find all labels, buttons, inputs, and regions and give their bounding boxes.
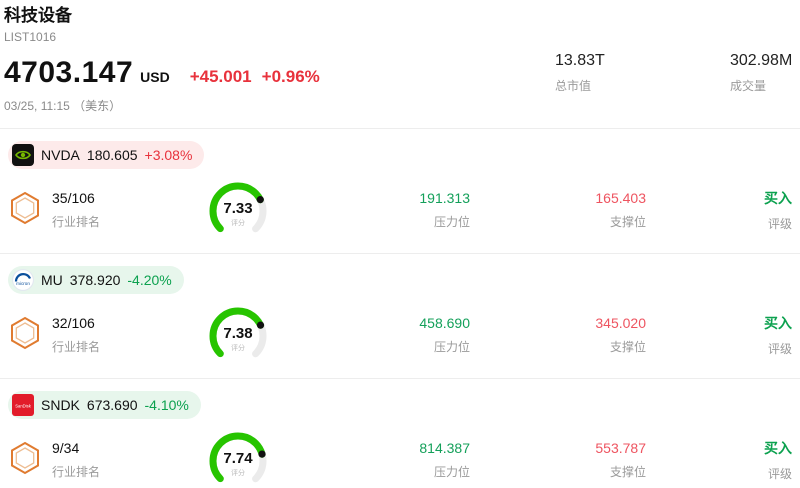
rating-label: 评级	[767, 467, 792, 481]
svg-text:SanDisk: SanDisk	[15, 404, 31, 409]
score-value: 7.74	[223, 450, 253, 467]
volume-label: 成交量	[730, 79, 767, 93]
score-value: 7.33	[223, 200, 253, 217]
rank-label: 行业排名	[52, 215, 101, 229]
volume-stat: 302.98M 成交量	[730, 52, 792, 94]
index-price: 4703.147	[4, 56, 134, 89]
stock-change-percent: +3.08%	[144, 147, 193, 163]
support-value: 553.787	[595, 440, 646, 456]
support-level: 345.020 支撑位	[470, 315, 646, 355]
pressure-label: 压力位	[433, 340, 470, 354]
market-cap-stat: 13.83T 总市值	[555, 52, 605, 94]
volume-value: 302.98M	[730, 52, 793, 69]
rank-badge	[8, 441, 44, 480]
divider	[0, 378, 800, 379]
score-label: 评分	[231, 470, 245, 477]
list-id: LIST1016	[4, 30, 57, 44]
rank-value: 35/106	[52, 190, 95, 206]
stock-row[interactable]: 35/106 行业排名 7.33 评分 191.313 压力位	[8, 171, 792, 253]
support-value: 345.020	[595, 315, 646, 331]
support-value: 165.403	[595, 190, 646, 206]
stock-symbol: SNDK	[41, 397, 80, 413]
support-level: 553.787 支撑位	[470, 440, 646, 480]
stock-section-nvda: NVDA 180.605 +3.08% 35/106 行业排名 7.33	[0, 129, 800, 253]
index-price-row: 4703.147 USD +45.001 +0.96%	[4, 56, 792, 90]
stock-header-pill[interactable]: SanDisk SNDK 673.690 -4.10%	[8, 391, 201, 419]
pressure-value: 814.387	[419, 440, 470, 456]
rating-value: 买入	[764, 190, 792, 206]
currency-label: USD	[140, 69, 170, 85]
gauge-marker-dot	[256, 196, 264, 204]
score-label: 评分	[231, 220, 245, 227]
page-title: 科技设备	[4, 6, 72, 25]
change-percent: +0.96%	[261, 67, 320, 86]
rank-value: 9/34	[52, 440, 80, 456]
market-cap-value: 13.83T	[555, 52, 605, 69]
sandisk-logo-icon: SanDisk	[12, 394, 34, 416]
stock-header-pill[interactable]: micron MU 378.920 -4.20%	[8, 266, 184, 294]
micron-logo-icon: micron	[12, 269, 34, 291]
pressure-level: 814.387 压力位	[318, 440, 470, 480]
score-label: 评分	[231, 345, 245, 352]
stock-symbol: NVDA	[41, 147, 80, 163]
stock-section-sndk: SanDisk SNDK 673.690 -4.10% 9/34 行业排名	[0, 379, 800, 488]
stock-section-mu: micron MU 378.920 -4.20% 32/106 行业排名	[0, 254, 800, 378]
rank-value: 32/106	[52, 315, 95, 331]
stock-change-percent: -4.20%	[127, 272, 172, 288]
support-label: 支撑位	[609, 340, 646, 354]
stock-row[interactable]: 9/34 行业排名 7.74 评分 814.387 压力位	[8, 421, 792, 488]
rating: 买入 评级	[646, 313, 792, 357]
svg-text:micron: micron	[16, 281, 30, 286]
rank-label: 行业排名	[52, 340, 101, 354]
pressure-level: 458.690 压力位	[318, 315, 470, 355]
hexagon-badge-icon	[11, 316, 39, 349]
stock-row[interactable]: 32/106 行业排名 7.38 评分 458.690 压力位	[8, 296, 792, 378]
gauge-marker-dot	[258, 450, 266, 458]
rank-badge	[8, 316, 44, 355]
rank-label: 行业排名	[52, 465, 101, 479]
pressure-value: 191.313	[419, 190, 470, 206]
support-label: 支撑位	[609, 465, 646, 479]
stock-symbol: MU	[41, 272, 63, 288]
support-level: 165.403 支撑位	[470, 190, 646, 230]
score-gauge: 7.74 评分	[158, 431, 318, 488]
rating-value: 买入	[764, 315, 792, 331]
timestamp: 03/25, 11:15 （美东）	[4, 99, 122, 113]
nvidia-logo-icon	[12, 144, 34, 166]
pressure-value: 458.690	[419, 315, 470, 331]
stock-change-percent: -4.10%	[144, 397, 189, 413]
gauge-marker-dot	[256, 321, 265, 329]
rating: 买入 评级	[646, 188, 792, 232]
divider	[0, 128, 800, 129]
score-value: 7.38	[223, 325, 253, 342]
score-gauge: 7.38 评分	[158, 306, 318, 364]
support-label: 支撑位	[609, 215, 646, 229]
index-change: +45.001 +0.96%	[190, 67, 320, 87]
rating-value: 买入	[764, 440, 792, 456]
industry-rank: 32/106 行业排名	[52, 315, 158, 355]
hexagon-badge-icon	[11, 191, 39, 224]
score-gauge: 7.33 评分	[158, 181, 318, 239]
divider	[0, 253, 800, 254]
industry-rank: 9/34 行业排名	[52, 440, 158, 480]
header: 科技设备 LIST1016 4703.147 USD +45.001 +0.96%…	[0, 0, 800, 114]
pressure-label: 压力位	[433, 465, 470, 479]
industry-rank: 35/106 行业排名	[52, 190, 158, 230]
stock-price: 180.605	[86, 147, 138, 163]
rating: 买入 评级	[646, 438, 792, 482]
hexagon-badge-icon	[11, 441, 39, 474]
pressure-level: 191.313 压力位	[318, 190, 470, 230]
rating-label: 评级	[767, 217, 792, 231]
stock-price: 378.920	[69, 272, 121, 288]
market-cap-label: 总市值	[555, 79, 592, 93]
rating-label: 评级	[767, 342, 792, 356]
rank-badge	[8, 191, 44, 230]
pressure-label: 压力位	[433, 215, 470, 229]
change-value: +45.001	[189, 67, 252, 86]
stock-price: 673.690	[86, 397, 138, 413]
stock-header-pill[interactable]: NVDA 180.605 +3.08%	[8, 141, 205, 169]
